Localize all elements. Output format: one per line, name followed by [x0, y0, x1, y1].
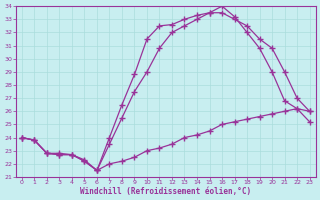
X-axis label: Windchill (Refroidissement éolien,°C): Windchill (Refroidissement éolien,°C) [80, 187, 251, 196]
